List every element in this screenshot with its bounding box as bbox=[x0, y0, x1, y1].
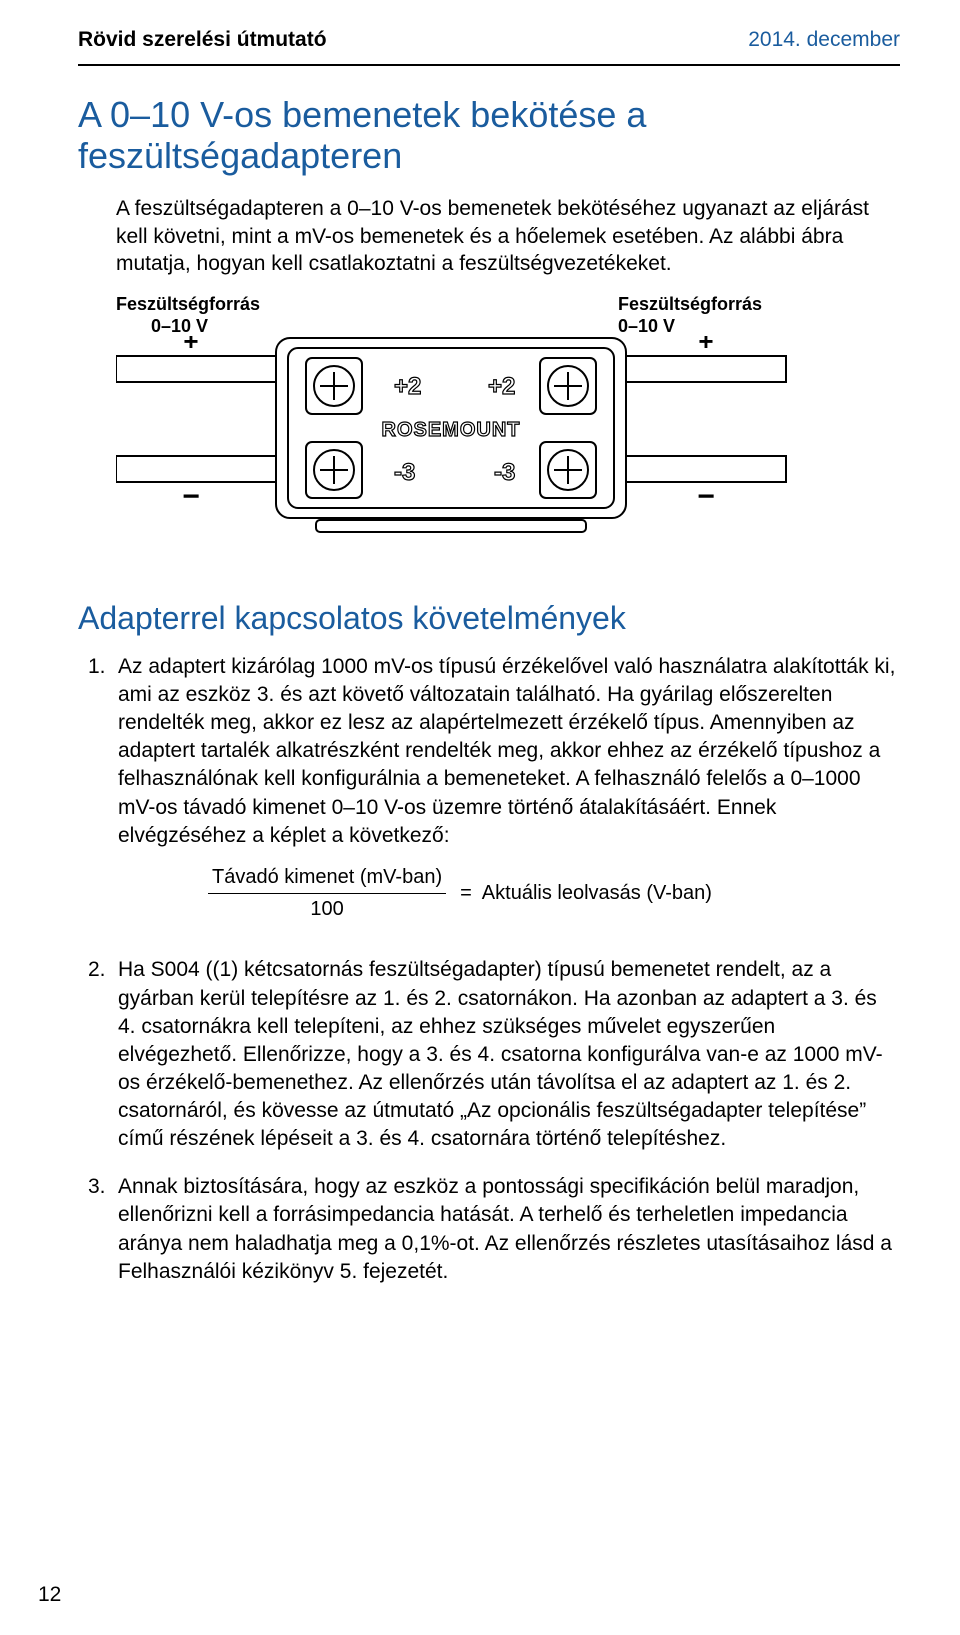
requirement-item-1: 1. Az adaptert kizárólag 1000 mV-os típu… bbox=[88, 653, 900, 936]
diagram-label-left: Feszültségforrás 0–10 V bbox=[116, 294, 260, 337]
header-title: Rövid szerelési útmutató bbox=[78, 28, 327, 52]
diagram-label-right-line2: 0–10 V bbox=[618, 316, 675, 336]
svg-text:+2: +2 bbox=[394, 373, 421, 400]
header-date: 2014. december bbox=[748, 28, 900, 52]
page-number: 12 bbox=[38, 1583, 61, 1607]
diagram-label-right: Feszültségforrás 0–10 V bbox=[618, 294, 762, 337]
header-rule bbox=[78, 64, 900, 66]
svg-text:-3: -3 bbox=[494, 459, 515, 486]
conversion-formula: Távadó kimenet (mV-ban) 100 = Aktuális l… bbox=[208, 864, 900, 923]
svg-text:-3: -3 bbox=[394, 459, 415, 486]
section2-title: Adapterrel kapcsolatos követelmények bbox=[78, 600, 900, 637]
diagram-label-left-line1: Feszültségforrás bbox=[116, 294, 260, 314]
requirement-item-3: 3. Annak biztosítására, hogy az eszköz a… bbox=[88, 1173, 900, 1286]
wiring-diagram-svg: + − + − bbox=[116, 336, 836, 556]
formula-rhs: Aktuális leolvasás (V-ban) bbox=[482, 880, 712, 907]
requirements-list: 1. Az adaptert kizárólag 1000 mV-os típu… bbox=[88, 653, 900, 1286]
requirement-1-text: Az adaptert kizárólag 1000 mV-os típusú … bbox=[118, 655, 895, 847]
svg-text:−: − bbox=[182, 480, 200, 513]
svg-text:−: − bbox=[697, 480, 715, 513]
svg-text:+2: +2 bbox=[488, 373, 515, 400]
formula-equals: = bbox=[460, 880, 472, 907]
formula-denominator: 100 bbox=[310, 894, 343, 923]
requirement-3-text: Annak biztosítására, hogy az eszköz a po… bbox=[118, 1173, 900, 1286]
list-number: 2. bbox=[88, 956, 118, 1153]
diagram-label-right-line1: Feszültségforrás bbox=[618, 294, 762, 314]
requirement-2-text: Ha S004 ((1) kétcsatornás feszültségadap… bbox=[118, 956, 900, 1153]
wiring-diagram: Feszültségforrás 0–10 V Feszültségforrás… bbox=[116, 294, 900, 564]
formula-numerator: Távadó kimenet (mV-ban) bbox=[208, 864, 446, 894]
list-number: 1. bbox=[88, 653, 118, 936]
requirement-item-2: 2. Ha S004 ((1) kétcsatornás feszültséga… bbox=[88, 956, 900, 1153]
svg-text:+: + bbox=[698, 336, 713, 356]
page-header: Rövid szerelési útmutató 2014. december bbox=[78, 28, 900, 52]
section1-title: A 0–10 V-os bemenetek bekötése a feszült… bbox=[78, 94, 900, 177]
section1-paragraph: A feszültségadapteren a 0–10 V-os bemene… bbox=[116, 195, 900, 278]
list-number: 3. bbox=[88, 1173, 118, 1286]
diagram-label-left-line2: 0–10 V bbox=[151, 316, 208, 336]
svg-text:+: + bbox=[183, 336, 198, 356]
svg-text:ROSEMOUNT: ROSEMOUNT bbox=[382, 419, 521, 441]
